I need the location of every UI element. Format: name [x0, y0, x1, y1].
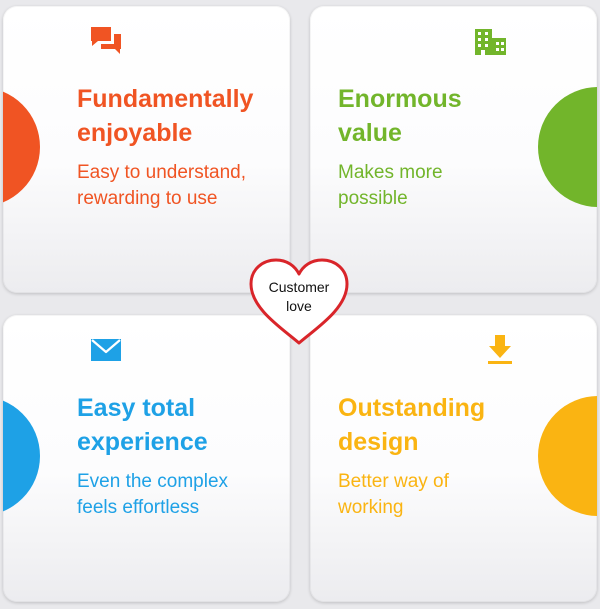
accent-half-circle — [3, 396, 40, 516]
quadrant-subtitle: Makes more possible — [338, 162, 443, 209]
quadrant-subtitle: Even the complex feels effortless — [77, 471, 229, 518]
quadrant-subtitle: Easy to understand, rewarding to use — [77, 162, 246, 209]
heart-icon — [249, 258, 349, 345]
quadrant-easy-total-experience: Easy total experience Even the complex f… — [3, 315, 290, 602]
mail-icon — [86, 331, 126, 371]
quadrant-title: Easy total experience — [77, 394, 208, 456]
accent-half-circle — [538, 87, 597, 207]
heart-label: Customer love — [268, 279, 330, 314]
quadrant-fundamentally-enjoyable: Fundamentally enjoyable Easy to understa… — [3, 6, 290, 293]
quadrant-outstanding-design: Outstanding design Better way of working — [310, 315, 597, 602]
accent-half-circle — [538, 396, 597, 516]
download-icon — [480, 331, 520, 371]
customer-love-heart: Customer love — [247, 257, 351, 347]
accent-half-circle — [3, 87, 40, 207]
quadrant-title: Enormous value — [338, 85, 462, 147]
quadrant-enormous-value: Enormous value Makes more possible — [310, 6, 597, 293]
quadrant-title: Outstanding design — [338, 394, 486, 456]
building-icon — [470, 22, 510, 62]
quadrant-title: Fundamentally enjoyable — [77, 85, 254, 147]
chat-bubbles-icon — [86, 22, 126, 62]
quadrant-subtitle: Better way of working — [338, 471, 449, 518]
